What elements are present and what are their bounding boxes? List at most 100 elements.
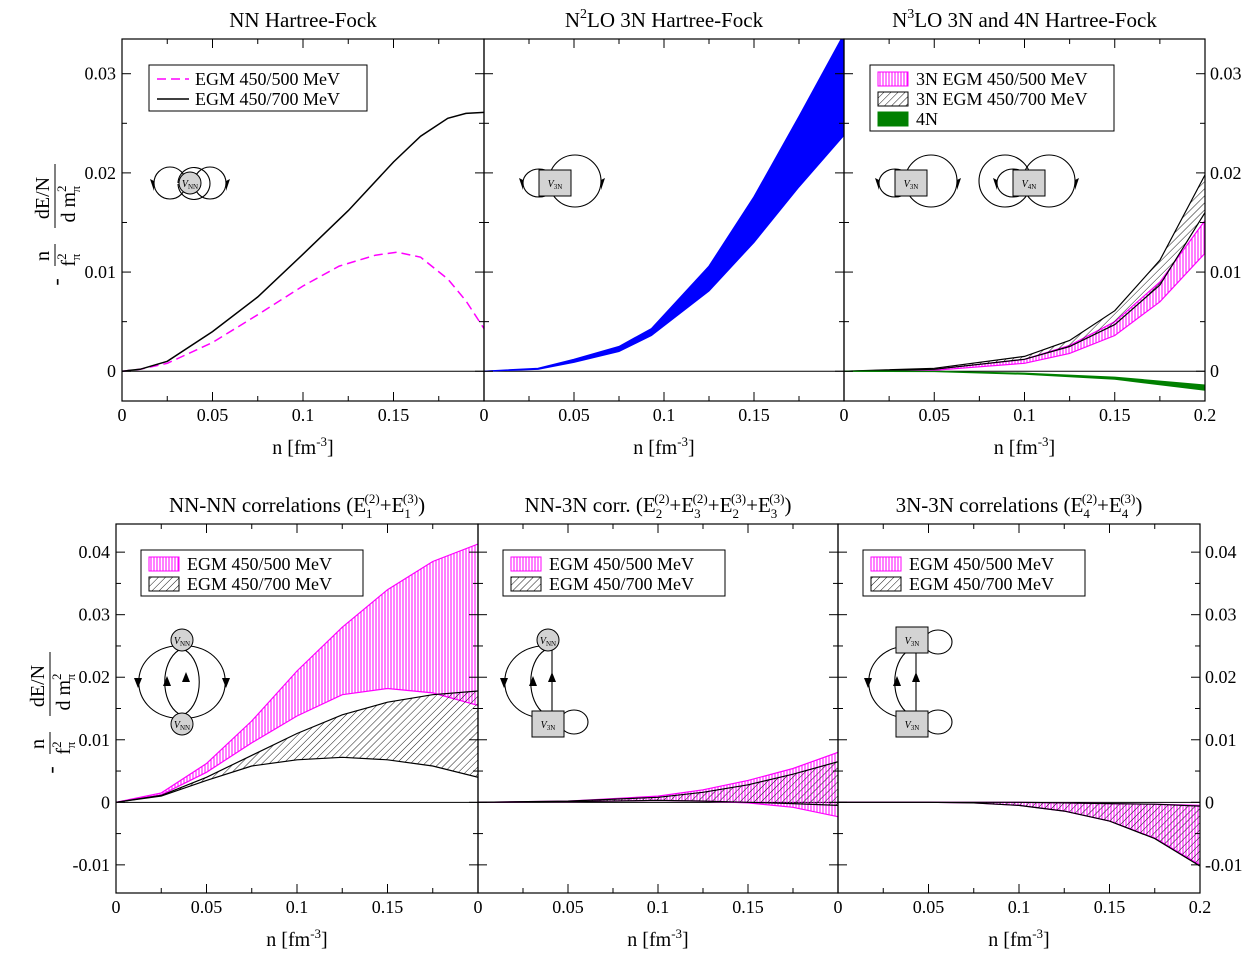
x-axis-label: n [fm-3] <box>627 926 688 951</box>
arrow-icon <box>875 178 879 190</box>
series-band <box>844 220 1205 372</box>
y-tick-label: 0 <box>1205 792 1214 812</box>
node-bottom-label: V3N <box>541 720 556 732</box>
node-top-label: VNN <box>174 636 190 648</box>
y-tick-label: 0.03 <box>1210 64 1242 84</box>
arrow-icon <box>226 179 230 191</box>
node-bottom <box>170 712 194 736</box>
legend-swatch <box>870 556 902 572</box>
legend-box <box>148 64 368 112</box>
x-tick-label: 0 <box>834 897 843 917</box>
arrow-icon <box>993 178 997 190</box>
x-tick-label: 0 <box>474 897 483 917</box>
chart-title: NN-3N corr. (E2(2)+E3(2)+E2(3)+E3(3)) <box>525 491 792 521</box>
band-lower-edge <box>484 134 844 372</box>
arrow-icon <box>529 676 537 686</box>
band-upper-edge <box>484 39 842 372</box>
node-bottom <box>531 710 565 738</box>
x-tick-label: 0.05 <box>197 405 229 425</box>
x-tick-label: 0.15 <box>1099 405 1131 425</box>
y-label-minus: - <box>43 278 68 285</box>
band-upper-edge <box>116 690 478 803</box>
x-tick-label: 0.2 <box>1194 405 1217 425</box>
band-upper-edge <box>844 174 1205 372</box>
node-top-label: V3N <box>905 636 920 648</box>
legend-swatch <box>870 576 902 592</box>
arrow-icon <box>150 179 154 191</box>
feynman-diagram: VNN <box>150 166 230 200</box>
legend-label: 3N EGM 450/700 MeV <box>916 89 1088 109</box>
x-axis-label: n [fm-3] <box>633 434 694 459</box>
legend-swatch <box>510 556 542 572</box>
x-tick-label: 0.05 <box>558 405 590 425</box>
node-top-label: VNN <box>540 636 556 648</box>
y-tick-label: -0.01 <box>73 855 111 875</box>
arrow-icon <box>601 178 605 190</box>
x-tick-label: 0 <box>480 405 489 425</box>
chart-panel: 0 0.05 0.1 0.15 0 0.01 0.02 0.03 n [fm-3] NN Hart… <box>85 8 485 459</box>
series-line <box>122 111 484 372</box>
x-tick-label: 0.15 <box>738 405 770 425</box>
node-nn-label: VNN <box>182 179 198 191</box>
series-band <box>478 761 838 806</box>
arrow-icon <box>134 678 142 688</box>
arrow-icon <box>957 178 961 190</box>
arrow-icon <box>548 672 556 682</box>
legend-swatch <box>877 71 909 87</box>
band-lower-edge <box>844 370 1205 391</box>
diagram-loop <box>177 167 211 200</box>
feynman-diagram: VNN VNN <box>134 628 230 736</box>
y-tick-label: 0.01 <box>85 262 117 282</box>
feynman-diagram: V3N V4N <box>875 154 1079 208</box>
x-tick-label: 0.15 <box>378 405 410 425</box>
diagram-line <box>184 649 200 715</box>
node-3n-label: V3N <box>904 179 919 191</box>
x-tick-label: 0.05 <box>191 897 223 917</box>
chart-panel: 0 0.05 0.1 0.15 0.2 0 0.01 0.02 0.03 n [fm-3] N3LO… <box>840 7 1242 459</box>
y-tick-label: 0.02 <box>85 163 117 183</box>
feynman-diagram: V3N V3N <box>864 626 953 738</box>
arrow-icon <box>1075 178 1079 190</box>
y-tick-label: 0 <box>101 792 110 812</box>
band-lower-edge <box>844 252 1205 372</box>
y-label-dEN: dE/N <box>27 665 49 707</box>
node-top <box>170 628 194 652</box>
chart-panel: 0 0.05 0.1 0.15 n [fm-3] N2LO 3N Hartree-Fock… <box>480 7 845 459</box>
y-tick-label: 0.02 <box>1210 163 1242 183</box>
y-tick-label: -0.01 <box>1205 855 1243 875</box>
plot-area <box>838 801 1200 867</box>
arrow-icon <box>864 678 872 688</box>
y-tick-label: 0 <box>107 361 116 381</box>
legend-label: EGM 450/500 MeV <box>195 69 340 89</box>
feynman-diagram: V3N <box>519 154 605 208</box>
legend-swatch <box>877 91 909 107</box>
y-tick-label: 0.01 <box>79 730 111 750</box>
legend-label: EGM 450/700 MeV <box>549 574 694 594</box>
band-lower-edge <box>838 801 1200 867</box>
series-line <box>122 251 484 372</box>
legend-label: EGM 450/700 MeV <box>187 574 332 594</box>
chart-title: N2LO 3N Hartree-Fock <box>565 7 764 32</box>
node-3n-label: V3N <box>548 179 563 191</box>
node-3n <box>894 169 928 197</box>
node-nn <box>178 171 202 195</box>
x-tick-label: 0.1 <box>292 405 315 425</box>
y-label-dm: d m2π <box>54 185 83 222</box>
x-tick-label: 0.1 <box>647 897 670 917</box>
chart-title: NN-NN correlations (E1(2)+E1(3)) <box>169 491 425 521</box>
chart-panel: 0 0.05 0.1 0.15 -0.01 0 0.01 0.02 0.03 0.04 n [fm-… <box>73 491 479 951</box>
node-bottom-label: V3N <box>905 720 920 732</box>
series-band <box>838 802 1200 867</box>
x-axis-label: n [fm-3] <box>988 926 1049 951</box>
chart-panel: 0 0.05 0.1 0.15 n [fm-3] NN-3N corr. (E2(2)+E… <box>474 491 839 951</box>
arrow-icon <box>500 678 508 688</box>
x-tick-label: 0.05 <box>919 405 951 425</box>
y-tick-label: 0.02 <box>79 667 111 687</box>
plot-area <box>844 174 1205 391</box>
legend-label: 3N EGM 450/500 MeV <box>916 69 1088 89</box>
y-tick-label: 0.04 <box>79 542 111 562</box>
x-tick-label: 0 <box>840 405 849 425</box>
x-tick-label: 0.1 <box>1013 405 1036 425</box>
y-label-minus: - <box>38 766 63 773</box>
